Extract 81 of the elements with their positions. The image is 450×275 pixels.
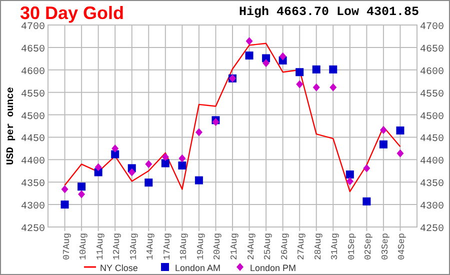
- x-tick-label: 11Aug: [95, 233, 106, 260]
- point: [128, 168, 136, 176]
- point: [245, 52, 254, 60]
- y-tick-label: 4600: [20, 66, 45, 78]
- point: [362, 197, 371, 206]
- point: [162, 152, 169, 161]
- x-tick-label: 21Aug: [230, 233, 240, 260]
- x-tick-label: 26Aug: [280, 233, 290, 260]
- x-tick-label: 14Aug: [146, 233, 156, 260]
- point: [178, 154, 186, 162]
- x-tick-label: 13Aug: [128, 233, 139, 260]
- y2-tick-label: 4600: [420, 66, 444, 78]
- legend-label: NY Close: [100, 263, 138, 273]
- point: [194, 176, 203, 184]
- chart-subtitle: High 4663.70 Low 4301.85: [238, 5, 419, 19]
- point: [312, 83, 320, 92]
- x-tick-label: 27Aug: [296, 233, 307, 260]
- point: [330, 83, 337, 92]
- point: [144, 178, 153, 187]
- x-tick-label: 03Sep: [380, 233, 390, 260]
- x-tick-label: 28Aug: [313, 233, 324, 260]
- x-tick-label: 07Aug: [62, 233, 72, 260]
- x-tick-label: 25Aug: [263, 233, 274, 260]
- y-tick-label: 4500: [20, 112, 45, 123]
- x-tick-label: 04Sep: [397, 233, 408, 260]
- y-tick-label: 4650: [20, 44, 45, 56]
- x-tick-label: 18Aug: [179, 233, 190, 260]
- x-tick-label: 31Aug: [330, 233, 340, 260]
- x-tick-label: 20Aug: [212, 233, 223, 260]
- x-tick-label: 19Aug: [196, 233, 206, 260]
- x-tick-label: 02Sep: [364, 233, 374, 260]
- point: [312, 65, 320, 74]
- y2-tick-label: 4250: [420, 224, 444, 235]
- chart-title: 30 Day Gold: [20, 3, 124, 23]
- point: [296, 80, 304, 88]
- y2-tick-label: 4500: [420, 112, 444, 123]
- y2-tick-label: 4550: [420, 89, 444, 100]
- point: [161, 159, 170, 168]
- y-tick-label: 4450: [20, 134, 45, 146]
- point: [178, 162, 186, 170]
- point: [145, 160, 152, 168]
- x-tick-label: 01Sep: [346, 233, 357, 260]
- y-tick-label: 4350: [20, 179, 45, 190]
- x-tick-label: 17Aug: [162, 233, 172, 260]
- point: [379, 140, 388, 148]
- point: [60, 200, 69, 209]
- point: [61, 185, 68, 194]
- x-tick-label: 10Aug: [78, 233, 89, 260]
- point: [346, 170, 354, 178]
- y-tick-label: 4400: [20, 156, 45, 168]
- point: [112, 144, 119, 152]
- y2-tick-label: 4450: [420, 134, 444, 146]
- y2-tick-label: 4300: [420, 202, 444, 213]
- y-tick-label: 4550: [20, 89, 45, 100]
- point: [246, 37, 253, 46]
- point: [111, 150, 120, 158]
- y-tick-label: 4300: [20, 202, 45, 213]
- y-tick-label: 4700: [20, 22, 45, 33]
- point: [380, 126, 387, 134]
- point: [296, 68, 304, 76]
- point: [94, 163, 102, 172]
- point: [195, 128, 202, 136]
- x-tick-label: 12Aug: [112, 233, 122, 260]
- point: [396, 126, 404, 134]
- point: [279, 52, 286, 60]
- y-tick-label: 4250: [20, 224, 45, 235]
- point: [396, 149, 404, 158]
- y2-tick-label: 4350: [420, 179, 444, 190]
- legend-label: London AM: [175, 263, 221, 273]
- point: [329, 65, 338, 74]
- point: [346, 177, 354, 186]
- legend-label: London PM: [250, 263, 296, 273]
- x-tick-label: 24Aug: [246, 233, 256, 260]
- point: [363, 164, 370, 172]
- point: [78, 190, 86, 198]
- point: [78, 182, 86, 191]
- y2-tick-label: 4700: [420, 22, 444, 33]
- y-axis-title: USD per ounce: [6, 86, 17, 166]
- point: [262, 59, 270, 68]
- y2-tick-label: 4400: [420, 156, 444, 168]
- y2-tick-label: 4650: [420, 44, 444, 56]
